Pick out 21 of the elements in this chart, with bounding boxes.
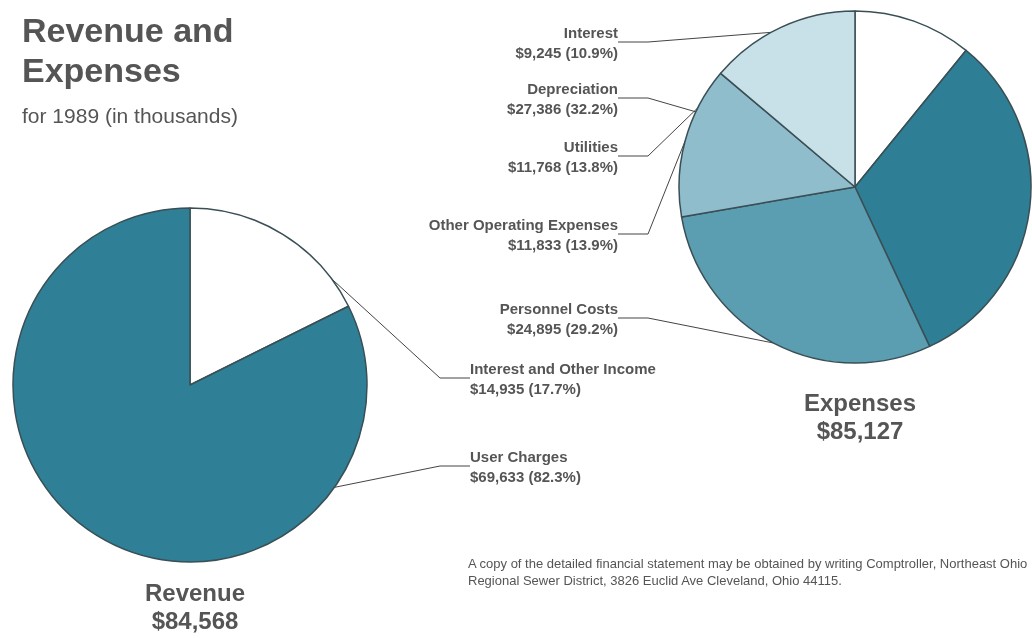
text: for 1989 (in thousands) xyxy=(22,103,239,129)
text: A copy of the detailed financial statement may be obtained by writing Comptroller, Northeast Ohio Regional Sewer District, 3826 Euclid Ave Cleveland, Ohio 44115. xyxy=(468,555,1028,589)
slice-label: Interest and Other Income xyxy=(470,359,656,377)
text: $85,127 xyxy=(816,416,904,444)
text: Revenue xyxy=(144,578,246,606)
data-label: $27,386 (32.2%) xyxy=(507,99,618,117)
text: Revenue and Expenses xyxy=(22,10,235,90)
slice-label: Utilities xyxy=(563,137,618,155)
slice-label: Interest xyxy=(563,23,618,41)
data-label: $69,633 (82.3%) xyxy=(470,467,581,485)
text: $84,568 xyxy=(151,606,239,634)
slice-label: Personnel Costs xyxy=(499,299,618,317)
slice-label: User Charges xyxy=(470,447,568,465)
slice-label: Depreciation xyxy=(527,79,618,97)
data-label: $24,895 (29.2%) xyxy=(507,319,618,337)
data-label: $9,245 (10.9%) xyxy=(515,43,618,61)
data-label: $11,768 (13.8%) xyxy=(507,157,618,175)
text: Expenses xyxy=(803,388,917,416)
data-label: $14,935 (17.7%) xyxy=(470,379,581,397)
data-label: $11,833 (13.9%) xyxy=(507,235,618,253)
slice-label: Other Operating Expenses xyxy=(428,215,618,233)
